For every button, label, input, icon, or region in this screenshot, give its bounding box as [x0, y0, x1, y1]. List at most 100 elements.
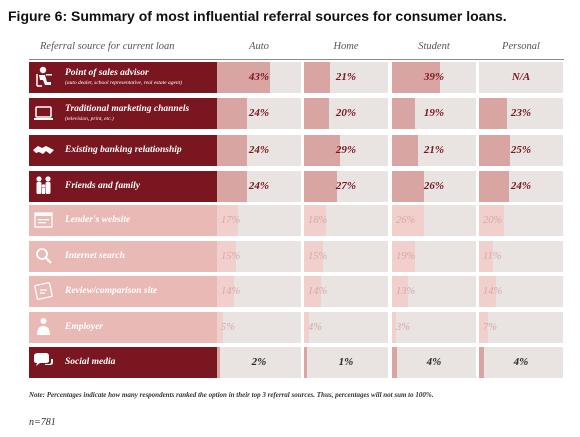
- header-auto: Auto: [249, 41, 269, 52]
- referral-source-cell: Existing banking relationship: [29, 135, 217, 166]
- value-cell: 24%: [217, 98, 301, 129]
- value-label: 21%: [423, 144, 445, 156]
- source-label: Friends and family: [65, 171, 215, 202]
- value-bar: [304, 241, 323, 272]
- value-bar: [217, 276, 234, 307]
- referral-source-cell: Review/comparison site: [29, 276, 217, 307]
- value-bar: [392, 347, 397, 378]
- referral-source-cell: Employer: [29, 312, 217, 343]
- value-label: 43%: [248, 71, 270, 83]
- value-bar: [304, 276, 321, 307]
- value-label: 17%: [221, 215, 241, 226]
- referral-source-cell: Lender's website: [29, 205, 217, 236]
- value-bar: [479, 312, 488, 343]
- source-label: Point of sales advisor (auto dealer, scho…: [65, 62, 215, 93]
- value-bar: [304, 62, 330, 93]
- value-label: 5%: [221, 322, 235, 333]
- value-label: 15%: [308, 251, 328, 262]
- value-cell: N/A: [479, 62, 563, 93]
- seated-person-icon: [36, 66, 52, 87]
- value-label: 23%: [510, 107, 532, 119]
- referral-source-cell: Social media: [29, 347, 217, 378]
- value-bar: [479, 98, 507, 129]
- source-label: Traditional marketing channels (televisio…: [65, 98, 215, 129]
- source-name: Existing banking relationship: [65, 145, 182, 155]
- seated-person-icon: [29, 62, 58, 93]
- employee-icon: [37, 318, 50, 335]
- value-cell: 3%: [392, 312, 476, 343]
- source-detail: (television, print, etc.): [65, 116, 114, 122]
- browser-window-icon: [34, 212, 53, 228]
- source-name: Point of sales advisor: [65, 68, 149, 78]
- value-cell: 23%: [479, 98, 563, 129]
- source-name: Traditional marketing channels: [65, 104, 190, 114]
- value-cell: 26%: [392, 171, 476, 202]
- source-detail: (auto dealer, school representative, rea…: [65, 80, 182, 86]
- value-bar: [392, 62, 440, 93]
- value-cell: 29%: [304, 135, 388, 166]
- value-label: 4%: [513, 356, 529, 368]
- value-label: 20%: [483, 215, 503, 226]
- value-cell: 2%: [217, 347, 301, 378]
- referral-source-cell: Point of sales advisor (auto dealer, scho…: [29, 62, 217, 93]
- value-bar: [304, 347, 307, 378]
- value-cell: 5%: [217, 312, 301, 343]
- figure-title: Figure 6: Summary of most influential re…: [8, 8, 507, 24]
- value-cell: 14%: [217, 276, 301, 307]
- value-cell: 24%: [217, 171, 301, 202]
- value-bar: [217, 312, 223, 343]
- value-label: 14%: [483, 286, 503, 297]
- handshake-icon: [29, 135, 58, 166]
- value-label: 19%: [423, 107, 445, 119]
- value-bar: [217, 205, 238, 236]
- value-label: 2%: [251, 356, 267, 368]
- table-row: Internet search 15% 15% 19% 11%: [0, 241, 580, 272]
- value-bar: [217, 62, 270, 93]
- table-row: Lender's website 17% 18% 26% 20%: [0, 205, 580, 236]
- value-bar: [304, 135, 340, 166]
- value-bar: [304, 98, 329, 129]
- header-personal: Personal: [502, 41, 540, 52]
- chat-bubbles-icon: [29, 347, 58, 378]
- value-label: 19%: [396, 251, 416, 262]
- value-cell: 1%: [304, 347, 388, 378]
- laptop-icon: [34, 106, 53, 120]
- chat-bubbles-icon: [34, 353, 53, 366]
- source-name: Lender's website: [65, 215, 131, 225]
- value-cell: 19%: [392, 98, 476, 129]
- value-label: N/A: [511, 71, 531, 83]
- value-cell: 25%: [479, 135, 563, 166]
- value-bar: [392, 276, 408, 307]
- source-label: Existing banking relationship: [65, 135, 215, 166]
- value-cell: 14%: [304, 276, 388, 307]
- value-label: 24%: [510, 180, 532, 192]
- value-cell: 39%: [392, 62, 476, 93]
- laptop-icon: [29, 98, 58, 129]
- value-cell: 18%: [304, 205, 388, 236]
- value-label: 24%: [248, 144, 270, 156]
- value-cell: 26%: [392, 205, 476, 236]
- value-label: 25%: [510, 144, 532, 156]
- table-row: Point of sales advisor (auto dealer, scho…: [0, 62, 580, 93]
- value-cell: 21%: [392, 135, 476, 166]
- table-row: Employer 5% 4% 3% 7%: [0, 312, 580, 343]
- table-row: Friends and family 24% 27% 26% 24%: [0, 171, 580, 202]
- table-row: Traditional marketing channels (televisio…: [0, 98, 580, 129]
- source-label: Employer: [65, 312, 215, 343]
- value-label: 4%: [426, 356, 442, 368]
- table-row: Existing banking relationship 24% 29% 21% 25…: [0, 135, 580, 166]
- value-label: 11%: [483, 251, 502, 262]
- value-label: 4%: [308, 322, 322, 333]
- value-bar: [217, 98, 247, 129]
- review-site-icon: [29, 276, 58, 307]
- value-cell: 7%: [479, 312, 563, 343]
- source-label: Lender's website: [65, 205, 215, 236]
- source-name: Review/comparison site: [65, 286, 158, 296]
- source-name: Friends and family: [65, 181, 140, 191]
- value-bar: [392, 312, 396, 343]
- value-label: 13%: [396, 286, 416, 297]
- source-label: Social media: [65, 347, 215, 378]
- value-label: 21%: [335, 71, 357, 83]
- magnifier-icon: [29, 241, 58, 272]
- value-bar: [304, 171, 337, 202]
